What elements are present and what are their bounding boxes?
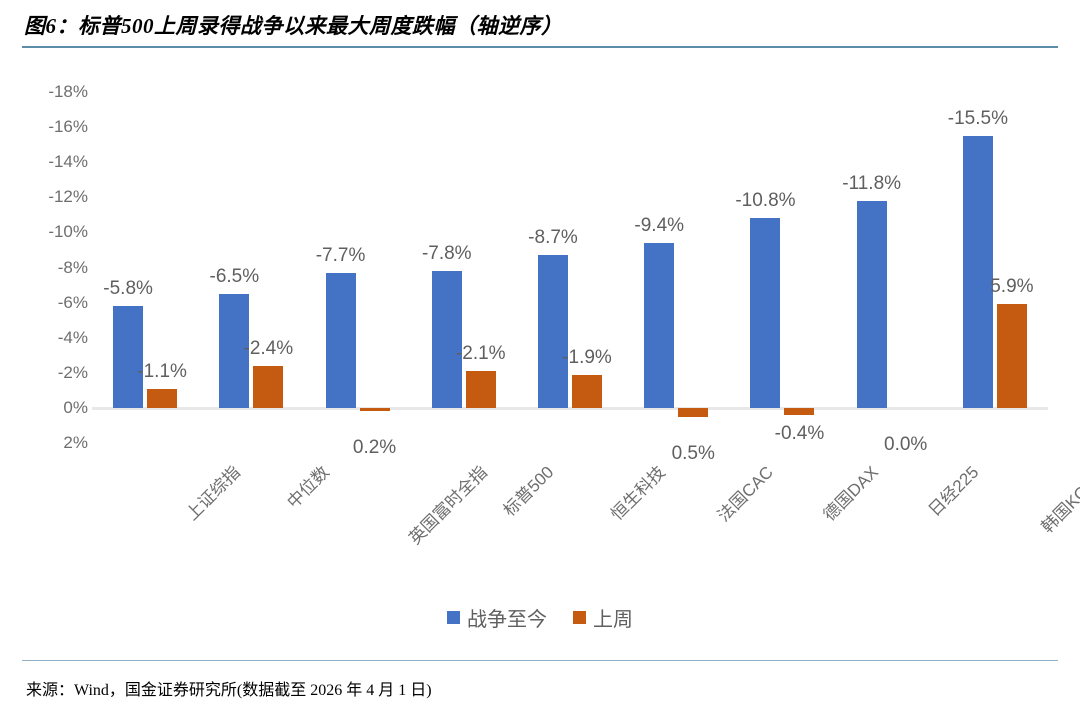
legend-swatch-icon	[573, 611, 586, 624]
bar-上周-法国CAC[interactable]	[678, 407, 709, 417]
x-axis-tick-label: 韩国KOSPI	[1037, 462, 1080, 537]
data-label: 0.5%	[671, 442, 715, 464]
data-label: -10.8%	[735, 190, 796, 212]
bar-战争至今-恒生科技[interactable]	[538, 255, 568, 408]
bar-上周-德国DAX[interactable]	[784, 407, 815, 415]
legend-item-上周[interactable]: 上周	[573, 603, 633, 632]
bar-上周-中位数[interactable]	[253, 365, 284, 408]
data-label: -0.4%	[774, 422, 825, 444]
data-label: -1.1%	[137, 360, 187, 382]
bar-上周-恒生科技[interactable]	[572, 374, 602, 408]
legend-swatch-icon	[447, 611, 460, 624]
y-axis-tick-label: -10%	[48, 222, 88, 242]
bar-上周-上证综指[interactable]	[147, 388, 178, 408]
bar-战争至今-英国富时全指[interactable]	[325, 272, 356, 408]
x-axis-tick-label: 法国CAC	[714, 462, 778, 526]
x-axis-tick-label: 日经225	[924, 462, 983, 521]
data-label: -9.4%	[634, 214, 685, 236]
y-axis-tick-label: -16%	[48, 117, 88, 137]
data-label: 5.9%	[990, 276, 1034, 298]
bar-战争至今-中位数[interactable]	[219, 293, 250, 408]
x-axis-tick-label: 恒生科技	[607, 462, 669, 525]
chart-legend: 战争至今 上周	[0, 603, 1080, 632]
data-label: -15.5%	[947, 107, 1008, 129]
x-axis-tick-label: 英国富时全指	[404, 462, 491, 549]
zero-baseline	[92, 406, 1048, 410]
y-axis-tick-label: -18%	[48, 82, 88, 101]
bar-上周-英国富时全指[interactable]	[359, 407, 390, 412]
y-axis-tick-label: 2%	[63, 433, 88, 452]
data-label: -1.9%	[562, 346, 612, 368]
data-label: -5.8%	[103, 278, 153, 300]
data-label: -2.1%	[455, 343, 506, 365]
bar-上周-韩国KOSPI[interactable]	[996, 304, 1027, 408]
y-axis-tick-label: -4%	[57, 327, 88, 347]
x-axis-tick-label: 中位数	[283, 462, 334, 513]
data-label: -8.7%	[528, 227, 578, 249]
data-label: -7.8%	[421, 243, 472, 264]
bar-战争至今-标普500[interactable]	[431, 271, 462, 408]
data-label: -2.4%	[243, 337, 294, 359]
bar-战争至今-日经225[interactable]	[856, 200, 887, 408]
page-title: 图6：标普500上周录得战争以来最大周度跌幅（轴逆序）	[24, 14, 563, 38]
legend-label: 战争至今	[467, 609, 547, 631]
legend-label: 上周	[593, 609, 633, 631]
legend-item-战争至今[interactable]: 战争至今	[447, 603, 547, 632]
y-axis-tick-label: -8%	[57, 257, 88, 277]
bar-上周-标普500[interactable]	[465, 371, 496, 408]
data-label: 0.0%	[884, 433, 928, 455]
data-label: -7.7%	[315, 244, 366, 266]
x-axis-tick-label: 德国DAX	[820, 462, 883, 525]
chart-plot-area: -18% -16% -14% -12% -10% -8% -6% -4% -2% 0% 2% -5.8…	[0, 58, 1080, 658]
x-axis-tick-label: 上证综指	[182, 462, 245, 525]
y-axis-tick-label: 0%	[63, 397, 88, 417]
y-axis: -18% -16% -14% -12% -10% -8% -6% -4% -2% 0% 2%	[18, 58, 88, 658]
data-label: -6.5%	[209, 265, 260, 287]
bar-战争至今-法国CAC[interactable]	[644, 242, 675, 408]
chart-canvas: -18% -16% -14% -12% -10% -8% -6% -4% -2% 0% 2% -5.8…	[0, 58, 1080, 658]
title-divider	[22, 46, 1058, 48]
footer-divider	[22, 660, 1058, 661]
x-axis-tick-label: 标普500	[499, 462, 558, 521]
data-label: -11.8%	[842, 172, 902, 194]
y-axis-tick-label: -6%	[57, 292, 88, 312]
source-note: 来源：Wind，国金证券研究所(数据截至 2026 年 4 月 1 日)	[26, 682, 432, 699]
y-axis-tick-label: -12%	[48, 187, 88, 207]
bar-战争至今-韩国KOSPI[interactable]	[962, 135, 993, 408]
data-label: 0.2%	[352, 437, 397, 459]
y-axis-tick-label: -14%	[48, 152, 88, 172]
bar-战争至今-德国DAX[interactable]	[750, 218, 781, 408]
y-axis-tick-label: -2%	[57, 362, 88, 382]
bar-战争至今-上证综指[interactable]	[113, 306, 144, 408]
